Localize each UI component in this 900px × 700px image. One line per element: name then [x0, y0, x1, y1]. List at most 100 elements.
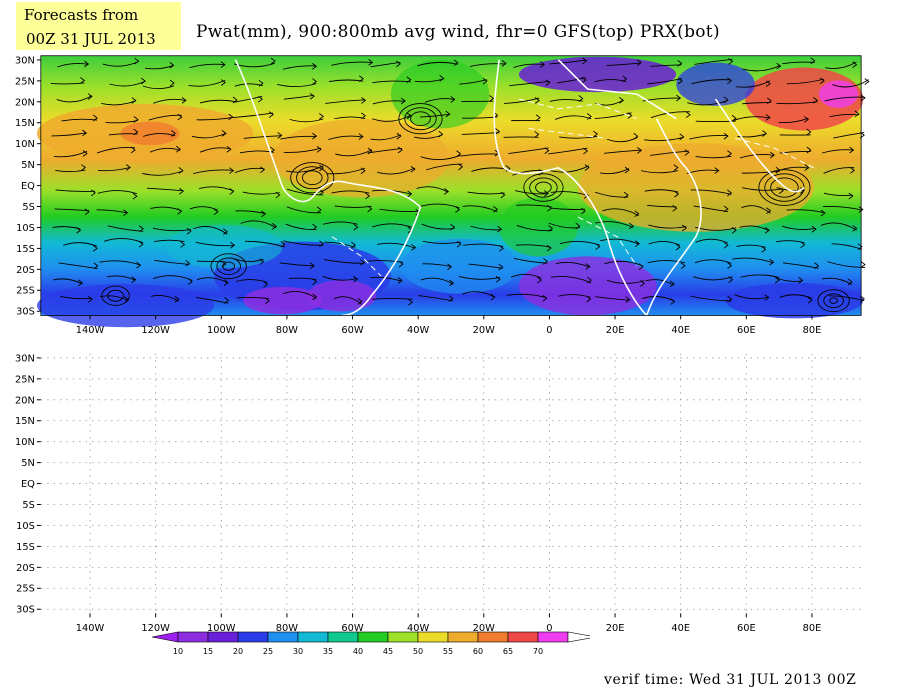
streamline-arrow: [268, 111, 274, 118]
streamline-arrow: [727, 295, 733, 303]
streamline: [372, 100, 406, 105]
streamline-arrow: [92, 245, 98, 252]
streamline: [322, 221, 358, 225]
streamline: [198, 186, 234, 192]
streamline-arrow: [482, 77, 488, 85]
colorbar-swatch: [417, 631, 449, 643]
streamline: [776, 240, 805, 244]
lon-label: 60E: [737, 623, 756, 634]
streamline-arrow: [627, 112, 633, 119]
streamline: [515, 244, 552, 248]
streamline: [468, 263, 503, 269]
streamline: [550, 275, 592, 284]
streamline: [825, 61, 857, 69]
streamline: [283, 240, 324, 246]
streamline-arrow: [309, 92, 315, 100]
streamline-arrow: [860, 94, 866, 102]
streamline-arrow: [125, 164, 131, 171]
streamline-arrow: [587, 276, 592, 284]
streamline: [695, 155, 732, 159]
lat-label: 30S: [16, 605, 35, 616]
streamline-arrow: [769, 151, 775, 159]
streamline-arrow: [406, 76, 412, 84]
streamline-arrow: [140, 77, 146, 85]
streamline-arrow: [727, 189, 733, 197]
streamline-arrow: [769, 258, 775, 266]
lon-label: 60E: [737, 325, 756, 336]
streamline-arrow: [411, 244, 417, 251]
colorbar-label: 10: [173, 647, 183, 656]
lon-label: 0: [546, 623, 552, 634]
streamline-arrow: [410, 165, 416, 173]
streamline: [689, 135, 728, 140]
streamline: [506, 293, 547, 299]
streamline: [154, 239, 185, 243]
streamline-arrow: [176, 145, 181, 153]
streamline-arrow: [229, 188, 235, 195]
streamline: [333, 296, 363, 305]
gyre: [222, 261, 236, 271]
streamline: [510, 273, 542, 279]
lat-label: 10N: [15, 139, 35, 150]
streamline-arrow: [852, 61, 858, 69]
streamline-arrow: [368, 59, 374, 66]
wind-streamlines: [50, 57, 870, 313]
lon-label: 60W: [341, 325, 364, 336]
streamline-arrow: [361, 112, 366, 120]
streamline-arrow: [360, 259, 366, 266]
streamline-arrow: [595, 243, 601, 250]
streamline: [690, 295, 732, 302]
streamline-arrow: [539, 61, 545, 68]
lon-label: 80W: [276, 325, 299, 336]
streamline-arrow: [545, 79, 551, 87]
streamline-arrow: [490, 293, 496, 301]
empty-grid: [40, 353, 862, 614]
streamline-arrow: [439, 75, 445, 82]
streamline: [107, 275, 136, 281]
streamline: [51, 132, 87, 137]
streamline: [737, 133, 767, 138]
streamline: [370, 276, 403, 282]
streamline: [286, 206, 322, 214]
streamline: [53, 151, 88, 158]
streamline: [740, 274, 780, 278]
streamline: [98, 166, 131, 172]
streamline: [829, 113, 859, 118]
streamline: [550, 165, 590, 173]
streamline: [234, 167, 265, 174]
streamline-arrow: [92, 114, 98, 122]
streamline: [99, 260, 141, 266]
streamline-arrow: [723, 205, 729, 213]
colorbar-over-arrow: [567, 631, 590, 643]
streamline-arrow: [675, 243, 681, 251]
streamline: [459, 79, 488, 85]
streamline: [285, 165, 324, 173]
streamline: [189, 63, 225, 68]
streamline: [774, 276, 803, 282]
streamline-arrow: [186, 227, 192, 235]
streamline: [823, 192, 853, 196]
streamline-arrow: [813, 97, 818, 104]
streamline-arrow: [586, 113, 592, 120]
streamline-arrow: [764, 226, 770, 234]
lat-label: 30S: [16, 307, 35, 318]
streamline: [420, 113, 450, 118]
colorbar-label: 15: [203, 647, 213, 656]
gyre: [290, 162, 335, 194]
streamline-arrow: [731, 114, 737, 122]
streamline-arrow: [319, 240, 325, 248]
streamline: [600, 168, 630, 175]
streamline: [694, 58, 733, 65]
streamline-arrow: [624, 166, 630, 174]
streamline-arrow: [765, 114, 771, 121]
lat-label: 5S: [22, 500, 35, 511]
streamline-arrow: [277, 132, 283, 139]
streamline-arrow: [138, 240, 144, 248]
lat-label: EQ: [21, 181, 35, 192]
streamline-arrow: [636, 59, 642, 66]
lat-label: 10N: [15, 437, 35, 448]
streamline-arrow: [766, 207, 772, 215]
lat-label: 25S: [16, 286, 35, 297]
streamline: [732, 257, 774, 264]
streamline: [193, 169, 234, 174]
